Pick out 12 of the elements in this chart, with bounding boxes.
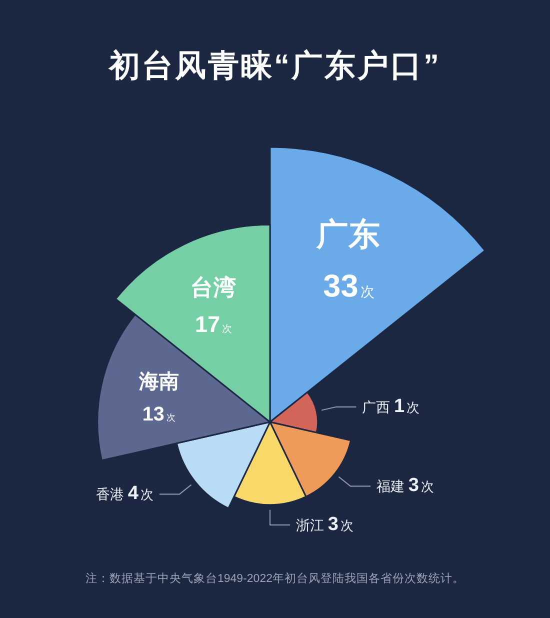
slice-label: 香港 4次 — [96, 483, 154, 504]
chart-title: 初台风青睐“广东户口” — [109, 48, 441, 83]
slice-label: 福建 3次 — [376, 475, 434, 496]
annotation: 注：数据基于中央气象台1949-2022年初台风登陆我国各省份次数统计。 — [86, 573, 464, 585]
value-label: 13次 — [142, 403, 176, 426]
category-label: 广东 — [316, 216, 381, 252]
category-label: 海南 — [138, 371, 179, 394]
slice-label: 浙江 3次 — [296, 514, 354, 535]
slice-label: 广西 1次 — [362, 396, 420, 417]
value-label: 17次 — [194, 310, 232, 337]
category-label: 台湾 — [190, 274, 236, 300]
value-label: 33次 — [323, 267, 374, 304]
